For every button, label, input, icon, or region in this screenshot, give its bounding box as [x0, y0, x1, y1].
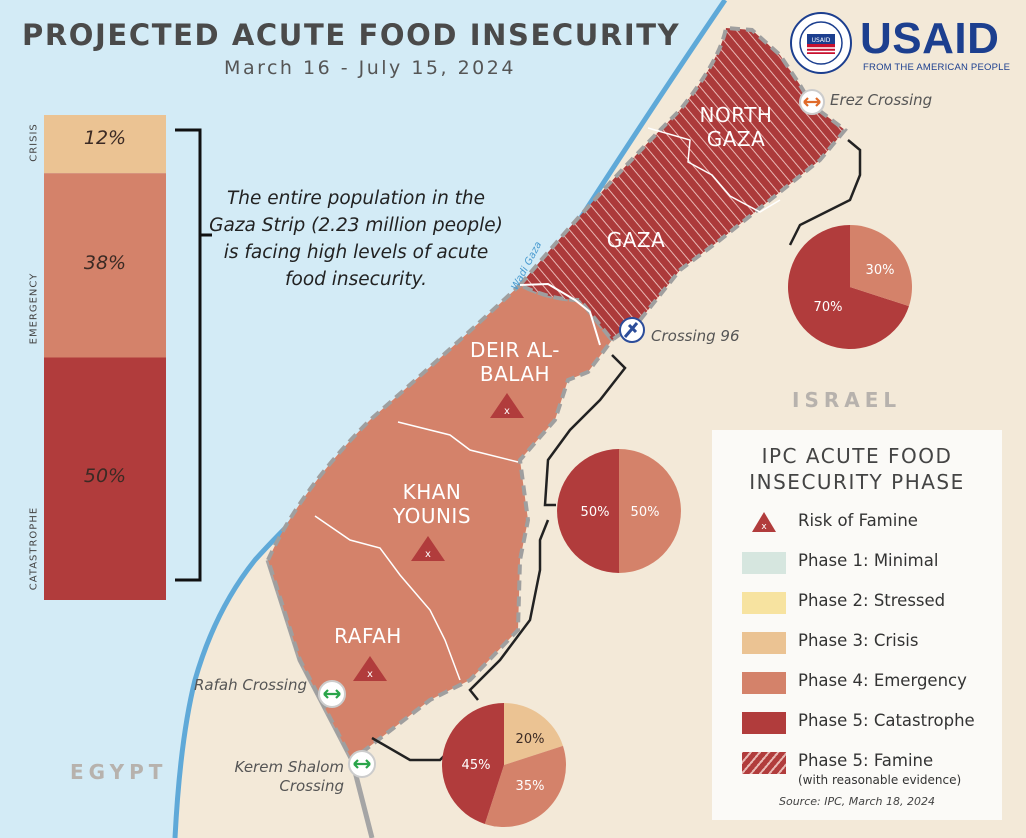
- region-label-rafah: RAFAH: [334, 624, 402, 648]
- crossing96-icon: [619, 317, 645, 343]
- risk-of-famine-icon: x: [353, 656, 387, 681]
- border-khan-rafah: [314, 515, 461, 681]
- bar-segment-emergency: 38%: [44, 167, 166, 353]
- bracket-middle: [543, 354, 627, 507]
- pie-slice-crisis: [504, 703, 563, 765]
- pie-label-catastrophe: 50%: [581, 505, 610, 520]
- bar-label-crisis: CRISIS: [28, 123, 40, 162]
- legend-label: Risk of Famine: [798, 511, 918, 530]
- legend-title-line2: INSECURITY PHASE: [749, 470, 965, 494]
- bar-value-catastrophe: 50%: [83, 465, 127, 487]
- bracket-bottom: [371, 736, 453, 762]
- pie-slice-catastrophe: [441, 702, 504, 824]
- border-north-gaza: [647, 127, 781, 213]
- page-subtitle: March 16 - July 15, 2024: [224, 57, 516, 79]
- risk-of-famine-icon: x: [490, 393, 524, 418]
- bar-value-crisis: 12%: [83, 127, 127, 149]
- pie-label-emergency: 35%: [516, 779, 545, 794]
- crossing-label-kerem-shalom: Kerem Shalom Crossing: [234, 758, 344, 795]
- svg-text:x: x: [761, 522, 767, 532]
- pie-label-emergency: 50%: [631, 505, 660, 520]
- legend-swatch: [742, 672, 786, 694]
- legend-swatch: [742, 592, 786, 614]
- svg-text:USAID: USAID: [812, 37, 831, 44]
- pie-label-emergency: 30%: [866, 263, 895, 278]
- pie-slice-emergency: [484, 745, 567, 827]
- population-bar: [44, 115, 166, 600]
- risk-of-famine-icon: x: [742, 512, 786, 534]
- bar-label-catastrophe: CATASTROPHE: [28, 506, 40, 591]
- region-south-fill: [265, 282, 615, 764]
- legend-label: Phase 5: Famine: [798, 751, 934, 770]
- pie-label-catastrophe: 70%: [814, 300, 843, 315]
- pie-middle: 50% 50%: [557, 449, 681, 573]
- rafah-crossing-icon: [318, 680, 346, 708]
- legend-label: Phase 4: Emergency: [798, 671, 967, 690]
- crossing-label-96: Crossing 96: [651, 327, 740, 345]
- svg-text:x: x: [367, 669, 373, 680]
- region-label-gaza: GAZA: [606, 228, 666, 252]
- pie-slice-emergency: [850, 225, 913, 307]
- legend-label: Phase 2: Stressed: [798, 591, 946, 610]
- usaid-wordmark: USAID: [860, 14, 1000, 63]
- pie-slice-catastrophe: [788, 225, 909, 349]
- pie-slice-emergency: [619, 449, 681, 573]
- legend-sublabel: (with reasonable evidence): [798, 773, 962, 787]
- legend-label: Phase 1: Minimal: [798, 551, 939, 570]
- pie-south: 20% 35% 45%: [441, 702, 567, 827]
- pie-north-gaza: 70% 30%: [788, 225, 913, 349]
- bar-rect-crisis: [44, 115, 166, 174]
- legend-swatch-hatch: [742, 752, 786, 774]
- country-label-israel: ISRAEL: [792, 388, 902, 412]
- legend-swatch: [742, 632, 786, 654]
- legend-title-line1: IPC ACUTE FOOD: [761, 444, 953, 468]
- risk-of-famine-icon: x: [411, 536, 445, 561]
- crossing-label-erez: Erez Crossing: [830, 91, 933, 109]
- bar-label-emergency: EMERGENCY: [28, 272, 40, 345]
- border-wadi-gaza: [519, 282, 601, 346]
- region-label-khan-younis: KHAN YOUNIS: [392, 480, 472, 528]
- country-label-egypt: EGYPT: [70, 760, 168, 784]
- bar-rect-catastrophe: [44, 357, 166, 600]
- region-north-fill: [516, 25, 848, 343]
- bar-segment-crisis: 12%: [44, 115, 166, 167]
- legend-label: Phase 3: Crisis: [798, 631, 919, 650]
- svg-text:x: x: [504, 406, 510, 417]
- usaid-logo: USAID USAID FROM THE AMERICAN PEOPLE: [790, 12, 1015, 80]
- bar-value-emergency: 38%: [83, 252, 127, 274]
- legend-label: Phase 5: Catastrophe: [798, 711, 975, 730]
- bracket-north: [788, 139, 862, 246]
- legend-swatch: [742, 712, 786, 734]
- usaid-seal-icon: USAID: [790, 12, 852, 74]
- legend: IPC ACUTE FOOD INSECURITY PHASE x Risk of…: [712, 430, 1002, 820]
- legend-source: Source: IPC, March 18, 2024: [778, 795, 936, 808]
- page-title: PROJECTED ACUTE FOOD INSECURITY: [22, 18, 681, 52]
- legend-swatch: [742, 552, 786, 574]
- bar-bracket: [175, 128, 212, 582]
- bar-rect-emergency: [44, 173, 166, 358]
- crossing-label-rafah: Rafah Crossing: [194, 676, 308, 694]
- kerem-shalom-crossing-icon: [348, 750, 376, 778]
- population-note: The entire population in the Gaza Strip …: [209, 188, 503, 290]
- region-label-deir-al-balah: DEIR AL-BALAH: [470, 338, 560, 386]
- border-deir-khan: [397, 421, 519, 463]
- bar-segment-catastrophe: 50%: [44, 353, 166, 600]
- svg-text:x: x: [425, 549, 431, 560]
- pie-slice-catastrophe: [557, 449, 619, 573]
- mediterranean-sea: [0, 0, 725, 838]
- bracket-south: [468, 519, 550, 701]
- pie-label-crisis: 20%: [516, 732, 545, 747]
- usaid-tagline: FROM THE AMERICAN PEOPLE: [863, 62, 1011, 73]
- pie-label-catastrophe: 45%: [462, 758, 491, 773]
- erez-crossing-icon: [799, 89, 825, 115]
- region-label-north-gaza: NORTH GAZA: [699, 103, 773, 151]
